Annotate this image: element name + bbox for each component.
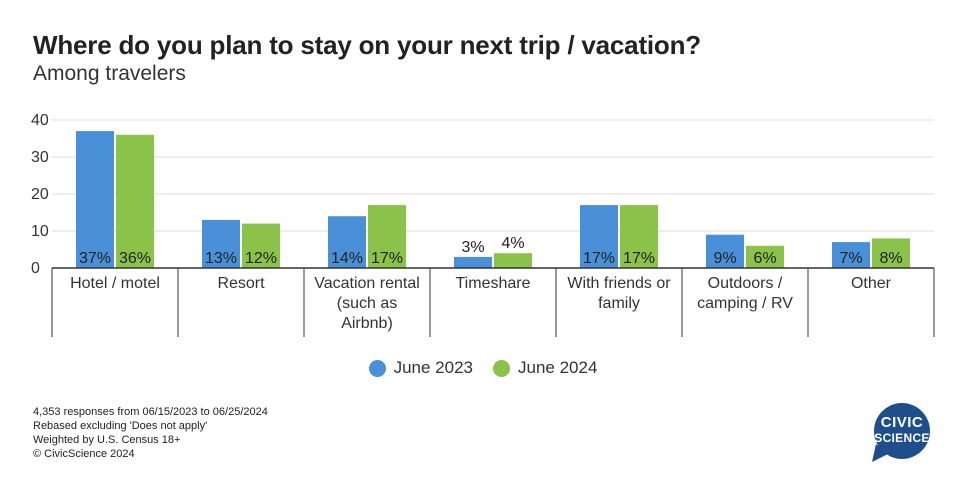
logo-text-science: SCIENCE (874, 431, 930, 445)
footnote-responses: 4,353 responses from 06/15/2023 to 06/25… (33, 406, 268, 418)
category-label-1-0: Resort (217, 275, 265, 292)
footnote-copyright: © CivicScience 2024 (33, 448, 135, 460)
data-label-june-2023-1: 13% (205, 250, 237, 267)
data-label-june-2023-3: 3% (461, 239, 484, 256)
footnote-weighted: Weighted by U.S. Census 18+ (33, 434, 181, 446)
bar-june-2024-3 (494, 253, 532, 268)
chart-subtitle: Among travelers (33, 62, 186, 85)
data-label-june-2023-4: 17% (583, 250, 615, 267)
data-label-june-2024-5: 6% (753, 250, 776, 267)
bar-june-2024-4 (620, 205, 658, 268)
bar-june-2024-6 (872, 238, 910, 268)
legend-swatch-june-2024 (493, 359, 510, 377)
category-label-0-0: Hotel / motel (70, 275, 160, 292)
data-label-june-2024-4: 17% (623, 250, 655, 267)
bar-june-2024-2 (368, 205, 406, 268)
data-label-june-2024-1: 12% (245, 250, 277, 267)
bar-june-2024-0 (116, 134, 154, 268)
category-label-4-1: family (598, 295, 640, 312)
bar-june-2023-6 (832, 242, 870, 268)
data-label-june-2024-2: 17% (371, 250, 403, 267)
bar-june-2023-0 (76, 131, 114, 268)
category-label-3-0: Timeshare (456, 275, 531, 292)
y-tick-label-30: 30 (31, 149, 49, 166)
data-label-june-2023-2: 14% (331, 250, 363, 267)
y-tick-label-40: 40 (31, 112, 49, 129)
bar-june-2024-5 (746, 245, 784, 268)
legend-item-june-2023: June 2023 (368, 358, 473, 378)
category-label-2-2: Airbnb) (341, 315, 393, 332)
logo-text-civic: CIVIC (880, 414, 924, 431)
civicscience-logo-icon (872, 403, 930, 462)
legend-label-june-2023: June 2023 (393, 358, 473, 377)
legend-item-june-2024: June 2024 (493, 358, 597, 378)
category-label-4-0: With friends or (567, 275, 671, 292)
category-label-6-0: Other (851, 275, 892, 292)
data-label-june-2024-0: 36% (119, 250, 151, 267)
data-label-june-2023-0: 37% (79, 250, 111, 267)
data-label-june-2024-6: 8% (879, 250, 902, 267)
category-label-5-0: Outdoors / (708, 275, 783, 292)
category-label-2-1: (such as (337, 295, 397, 312)
y-tick-label-0: 0 (31, 260, 40, 277)
bar-june-2023-1 (202, 219, 240, 268)
bar-june-2024-1 (242, 223, 280, 268)
data-label-june-2023-6: 7% (839, 250, 862, 267)
legend-label-june-2024: June 2024 (518, 358, 598, 377)
bar-june-2023-5 (706, 234, 744, 268)
chart-title: Where do you plan to stay on your next t… (33, 30, 701, 60)
y-tick-label-10: 10 (31, 223, 49, 240)
footnote-rebased: Rebased excluding 'Does not apply' (33, 420, 208, 432)
footnotes: 4,353 responses from 06/15/2023 to 06/25… (33, 405, 268, 461)
legend: June 2023 June 2024 (0, 358, 966, 378)
legend-swatch-june-2023 (368, 359, 386, 377)
bar-june-2023-2 (328, 216, 366, 268)
bar-june-2023-3 (454, 256, 492, 268)
bar-june-2023-4 (580, 205, 618, 268)
data-label-june-2024-3: 4% (501, 235, 524, 252)
category-label-2-0: Vacation rental (314, 275, 420, 292)
bar-chart: 0 10 20 30 40 37% 36% Hotel / motel 13% 12% Resort… (31, 112, 935, 337)
y-tick-label-20: 20 (31, 186, 49, 203)
category-label-5-1: camping / RV (697, 295, 793, 312)
data-label-june-2023-5: 9% (713, 250, 736, 267)
